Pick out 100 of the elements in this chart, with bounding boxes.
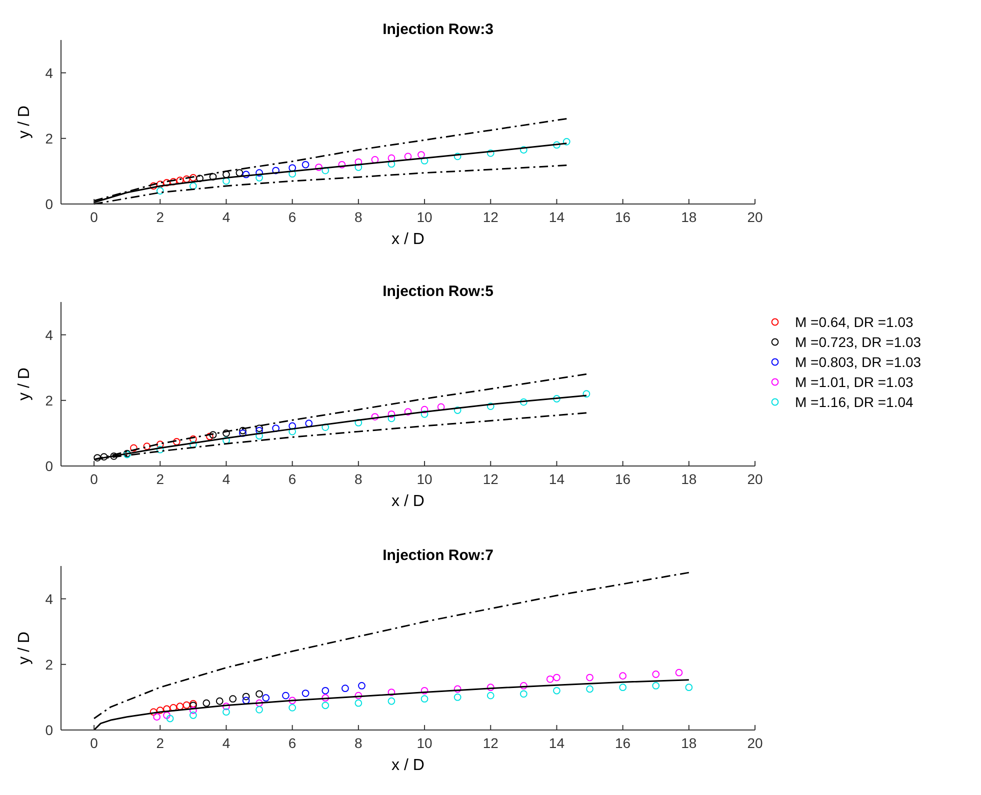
point [189, 712, 197, 719]
x-tick-label: 20 [747, 735, 763, 751]
point [371, 413, 379, 420]
x-tick-label: 10 [416, 735, 433, 751]
point [371, 156, 379, 164]
point [236, 169, 244, 177]
point [302, 160, 310, 168]
legend-label: M =1.01, DR =1.03 [795, 374, 914, 390]
point [420, 410, 428, 418]
point [354, 699, 362, 707]
point [354, 158, 362, 166]
point [100, 453, 108, 461]
point [239, 426, 246, 434]
point [272, 166, 280, 174]
x-tick-label: 0 [90, 471, 98, 487]
point [546, 675, 554, 683]
point [358, 682, 366, 690]
point [130, 444, 138, 452]
point [202, 699, 210, 707]
point [189, 435, 197, 443]
y-tick-label: 0 [45, 722, 54, 738]
point [619, 684, 627, 692]
point [520, 682, 528, 690]
point [486, 402, 494, 410]
point [288, 164, 296, 172]
x-tick-label: 18 [681, 209, 697, 225]
chart-title: Injection Row:3 [382, 21, 494, 38]
point [150, 708, 158, 716]
point [182, 701, 190, 709]
point [582, 390, 590, 398]
chart-title: Injection Row:5 [382, 283, 494, 300]
point [322, 424, 330, 431]
x-tick-label: 10 [416, 471, 433, 487]
point [110, 452, 118, 460]
point [454, 685, 462, 693]
x-tick-label: 2 [156, 735, 164, 751]
x-axis-title: x / D [392, 493, 424, 510]
point [272, 424, 280, 432]
point [454, 694, 462, 701]
point [256, 706, 263, 714]
x-tick-label: 14 [548, 735, 565, 751]
point [222, 708, 230, 716]
point [404, 152, 412, 160]
point [189, 440, 197, 448]
point [520, 690, 528, 698]
x-tick-label: 2 [156, 209, 164, 225]
point [256, 169, 263, 177]
point [170, 178, 178, 186]
point [486, 684, 494, 692]
x-tick-label: 10 [416, 209, 433, 225]
point [189, 706, 197, 714]
point [209, 173, 217, 180]
legend-label: M =1.16, DR =1.04 [795, 394, 914, 410]
y-tick-label: 4 [45, 326, 54, 343]
x-tick-label: 8 [354, 471, 363, 487]
y-axis-title: y / D [16, 368, 33, 400]
point [302, 690, 310, 697]
point [288, 170, 296, 178]
y-tick-label: 2 [45, 130, 54, 146]
point [553, 674, 560, 682]
x-tick-label: 14 [548, 471, 565, 487]
point [206, 432, 214, 440]
point [172, 438, 180, 446]
point [420, 686, 428, 694]
point [176, 702, 184, 710]
point [170, 704, 178, 712]
point [94, 454, 102, 462]
point [256, 426, 263, 434]
point [388, 697, 396, 705]
point [586, 685, 594, 693]
chart-title: Injection Row:7 [382, 547, 494, 564]
point [342, 684, 349, 692]
point [675, 668, 683, 676]
point [322, 166, 330, 174]
point [222, 702, 230, 710]
point [486, 692, 494, 700]
x-tick-label: 12 [482, 735, 499, 751]
point [520, 398, 528, 406]
point [182, 175, 190, 183]
point [553, 141, 560, 149]
point [354, 164, 362, 171]
point [229, 695, 237, 703]
point [256, 432, 263, 440]
point [553, 686, 560, 694]
point [619, 672, 627, 680]
x-tick-label: 20 [747, 471, 763, 487]
legend-label: M =0.64, DR =1.03 [795, 314, 914, 330]
x-tick-label: 18 [681, 735, 697, 751]
point [242, 170, 250, 178]
x-tick-label: 18 [681, 471, 697, 487]
point [153, 713, 161, 721]
x-tick-label: 0 [90, 735, 98, 751]
point [652, 670, 660, 678]
point [586, 674, 594, 682]
y-tick-label: 4 [45, 590, 54, 607]
point [256, 690, 263, 698]
x-tick-label: 0 [90, 209, 98, 225]
x-tick-label: 16 [615, 209, 631, 225]
x-tick-label: 4 [222, 471, 230, 487]
point [420, 406, 428, 414]
